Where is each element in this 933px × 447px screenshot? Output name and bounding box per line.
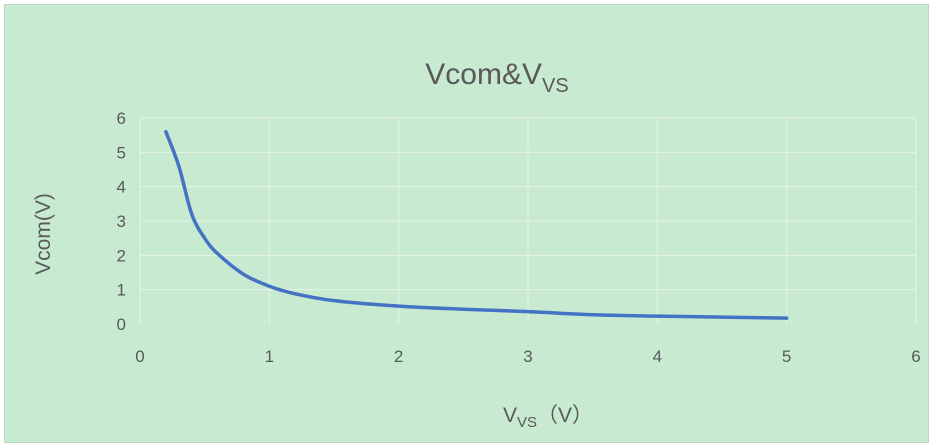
x-tick-label: 5 bbox=[782, 347, 791, 366]
y-tick-label: 5 bbox=[117, 143, 126, 162]
x-tick-label: 6 bbox=[911, 347, 920, 366]
x-axis-label: VVS（V） bbox=[503, 404, 593, 431]
y-tick-label: 6 bbox=[117, 109, 126, 128]
y-tick-label: 0 bbox=[117, 315, 126, 334]
x-tick-label: 0 bbox=[135, 347, 144, 366]
x-tick-label: 4 bbox=[653, 347, 662, 366]
series-line-0 bbox=[164, 129, 789, 320]
y-tick-label: 3 bbox=[117, 212, 126, 231]
y-tick-label: 4 bbox=[117, 178, 126, 197]
y-axis-label: Vcom(V) bbox=[32, 193, 55, 275]
x-tick-label: 1 bbox=[265, 347, 274, 366]
x-tick-label: 2 bbox=[394, 347, 403, 366]
y-tick-label: 2 bbox=[117, 246, 126, 265]
grid bbox=[139, 117, 917, 325]
chart-title: Vcom&VVS bbox=[425, 58, 568, 97]
series-layer bbox=[164, 129, 789, 320]
y-tick-label: 1 bbox=[117, 281, 126, 300]
x-tick-label: 3 bbox=[523, 347, 532, 366]
tick-labels: 0 1 2 3 4 5 6 0 1 2 3 4 5 6 bbox=[117, 109, 921, 366]
chart-area bbox=[4, 4, 929, 443]
